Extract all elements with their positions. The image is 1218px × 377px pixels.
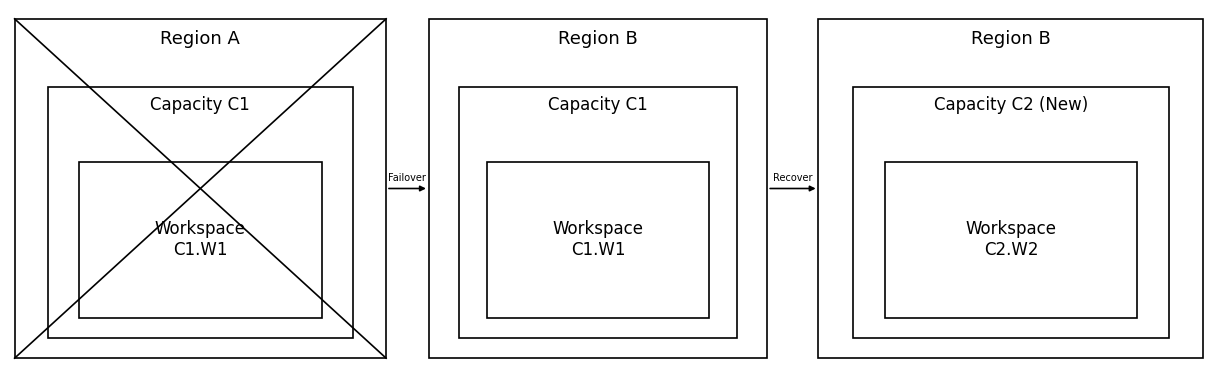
Text: Region B: Region B [971, 30, 1051, 48]
Bar [15, 19, 386, 358]
Bar [884, 162, 1138, 318]
Bar [487, 162, 709, 318]
Text: Region B: Region B [558, 30, 638, 48]
Bar [78, 162, 323, 318]
Bar [459, 87, 737, 338]
Bar [429, 19, 767, 358]
Text: Workspace
C1.W1: Workspace C1.W1 [553, 221, 643, 259]
Text: Recover: Recover [773, 173, 812, 183]
Text: Workspace
C2.W2: Workspace C2.W2 [966, 221, 1056, 259]
Bar [818, 19, 1203, 358]
Text: Capacity C1: Capacity C1 [151, 96, 250, 114]
Bar [48, 87, 353, 338]
Text: Failover: Failover [389, 173, 426, 183]
Text: Capacity C2 (New): Capacity C2 (New) [934, 96, 1088, 114]
Text: Capacity C1: Capacity C1 [548, 96, 648, 114]
Text: Region A: Region A [161, 30, 240, 48]
Text: Workspace
C1.W1: Workspace C1.W1 [155, 221, 246, 259]
Bar [853, 87, 1169, 338]
